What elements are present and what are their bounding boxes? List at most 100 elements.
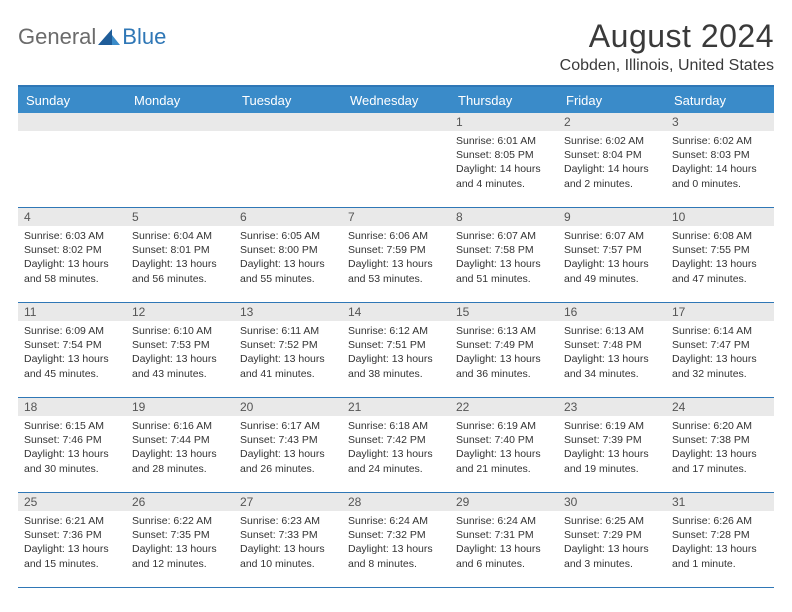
calendar-day-cell: 5 Sunrise: 6:04 AMSunset: 8:01 PMDaylight… <box>126 208 234 302</box>
sunset-text: Sunset: 7:55 PM <box>672 243 768 257</box>
day-number: 18 <box>18 398 126 416</box>
sunset-text: Sunset: 7:57 PM <box>564 243 660 257</box>
brand-text-blue: Blue <box>122 24 166 50</box>
sunrise-text: Sunrise: 6:01 AM <box>456 134 552 148</box>
sunrise-text: Sunrise: 6:05 AM <box>240 229 336 243</box>
daylight-text: Daylight: 14 hours and 4 minutes. <box>456 162 552 190</box>
day-number <box>234 113 342 131</box>
sunrise-text: Sunrise: 6:23 AM <box>240 514 336 528</box>
day-sun-info: Sunrise: 6:04 AMSunset: 8:01 PMDaylight:… <box>132 229 228 286</box>
sunset-text: Sunset: 7:42 PM <box>348 433 444 447</box>
day-number: 15 <box>450 303 558 321</box>
sunset-text: Sunset: 7:33 PM <box>240 528 336 542</box>
day-sun-info: Sunrise: 6:22 AMSunset: 7:35 PMDaylight:… <box>132 514 228 571</box>
sunrise-text: Sunrise: 6:22 AM <box>132 514 228 528</box>
calendar-day-cell: 1Sunrise: 6:01 AMSunset: 8:05 PMDaylight… <box>450 113 558 207</box>
day-number: 31 <box>666 493 774 511</box>
day-number: 7 <box>342 208 450 226</box>
brand-text-general: General <box>18 24 96 50</box>
day-number: 6 <box>234 208 342 226</box>
weekday-header: Saturday <box>666 87 774 113</box>
calendar-week-row: 4Sunrise: 6:03 AMSunset: 8:02 PMDaylight… <box>18 208 774 303</box>
day-number: 26 <box>126 493 234 511</box>
daylight-text: Daylight: 13 hours and 28 minutes. <box>132 447 228 475</box>
sunrise-text: Sunrise: 6:07 AM <box>456 229 552 243</box>
sunrise-text: Sunrise: 6:19 AM <box>564 419 660 433</box>
sunrise-text: Sunrise: 6:19 AM <box>456 419 552 433</box>
weekday-header-row: SundayMondayTuesdayWednesdayThursdayFrid… <box>18 87 774 113</box>
day-sun-info: Sunrise: 6:15 AMSunset: 7:46 PMDaylight:… <box>24 419 120 476</box>
title-block: August 2024 Cobden, Illinois, United Sta… <box>560 18 774 75</box>
daylight-text: Daylight: 13 hours and 45 minutes. <box>24 352 120 380</box>
sunset-text: Sunset: 7:44 PM <box>132 433 228 447</box>
day-number: 28 <box>342 493 450 511</box>
day-sun-info: Sunrise: 6:06 AMSunset: 7:59 PMDaylight:… <box>348 229 444 286</box>
day-sun-info: Sunrise: 6:09 AMSunset: 7:54 PMDaylight:… <box>24 324 120 381</box>
location-subtitle: Cobden, Illinois, United States <box>560 57 774 75</box>
sunset-text: Sunset: 7:32 PM <box>348 528 444 542</box>
calendar-day-cell: 13Sunrise: 6:11 AMSunset: 7:52 PMDayligh… <box>234 303 342 397</box>
calendar-day-cell <box>18 113 126 207</box>
day-number: 8 <box>450 208 558 226</box>
calendar-day-cell: 4Sunrise: 6:03 AMSunset: 8:02 PMDaylight… <box>18 208 126 302</box>
day-sun-info: Sunrise: 6:16 AMSunset: 7:44 PMDaylight:… <box>132 419 228 476</box>
daylight-text: Daylight: 13 hours and 34 minutes. <box>564 352 660 380</box>
sunrise-text: Sunrise: 6:03 AM <box>24 229 120 243</box>
calendar-day-cell: 7 Sunrise: 6:06 AMSunset: 7:59 PMDaylight… <box>342 208 450 302</box>
calendar-day-cell: 31Sunrise: 6:26 AMSunset: 7:28 PMDayligh… <box>666 493 774 587</box>
day-sun-info: Sunrise: 6:21 AMSunset: 7:36 PMDaylight:… <box>24 514 120 571</box>
daylight-text: Daylight: 13 hours and 51 minutes. <box>456 257 552 285</box>
calendar-week-row: 18 Sunrise: 6:15 AMSunset: 7:46 PMDayligh… <box>18 398 774 493</box>
calendar-day-cell <box>234 113 342 207</box>
day-sun-info: Sunrise: 6:02 AMSunset: 8:04 PMDaylight:… <box>564 134 660 191</box>
sunrise-text: Sunrise: 6:10 AM <box>132 324 228 338</box>
calendar-week-row: 1Sunrise: 6:01 AMSunset: 8:05 PMDaylight… <box>18 113 774 208</box>
weekday-header: Friday <box>558 87 666 113</box>
sunset-text: Sunset: 7:31 PM <box>456 528 552 542</box>
sunset-text: Sunset: 7:48 PM <box>564 338 660 352</box>
calendar-day-cell: 8Sunrise: 6:07 AMSunset: 7:58 PMDaylight… <box>450 208 558 302</box>
day-number <box>18 113 126 131</box>
day-number: 21 <box>342 398 450 416</box>
daylight-text: Daylight: 13 hours and 49 minutes. <box>564 257 660 285</box>
sunset-text: Sunset: 7:53 PM <box>132 338 228 352</box>
calendar-page: General Blue August 2024 Cobden, Illinoi… <box>0 0 792 588</box>
sunset-text: Sunset: 8:04 PM <box>564 148 660 162</box>
sunrise-text: Sunrise: 6:13 AM <box>564 324 660 338</box>
day-number: 11 <box>18 303 126 321</box>
sunrise-text: Sunrise: 6:07 AM <box>564 229 660 243</box>
daylight-text: Daylight: 13 hours and 41 minutes. <box>240 352 336 380</box>
sunset-text: Sunset: 7:40 PM <box>456 433 552 447</box>
day-sun-info: Sunrise: 6:12 AMSunset: 7:51 PMDaylight:… <box>348 324 444 381</box>
day-number: 16 <box>558 303 666 321</box>
sunrise-text: Sunrise: 6:13 AM <box>456 324 552 338</box>
sunset-text: Sunset: 7:49 PM <box>456 338 552 352</box>
sunrise-text: Sunrise: 6:14 AM <box>672 324 768 338</box>
calendar-day-cell: 12Sunrise: 6:10 AMSunset: 7:53 PMDayligh… <box>126 303 234 397</box>
day-sun-info: Sunrise: 6:01 AMSunset: 8:05 PMDaylight:… <box>456 134 552 191</box>
calendar-day-cell <box>342 113 450 207</box>
brand-logo: General Blue <box>18 18 166 50</box>
sunset-text: Sunset: 8:01 PM <box>132 243 228 257</box>
sunset-text: Sunset: 7:51 PM <box>348 338 444 352</box>
calendar-grid: SundayMondayTuesdayWednesdayThursdayFrid… <box>18 85 774 588</box>
calendar-day-cell: 29Sunrise: 6:24 AMSunset: 7:31 PMDayligh… <box>450 493 558 587</box>
day-sun-info: Sunrise: 6:03 AMSunset: 8:02 PMDaylight:… <box>24 229 120 286</box>
day-number: 5 <box>126 208 234 226</box>
day-sun-info: Sunrise: 6:05 AMSunset: 8:00 PMDaylight:… <box>240 229 336 286</box>
day-sun-info: Sunrise: 6:11 AMSunset: 7:52 PMDaylight:… <box>240 324 336 381</box>
day-number: 24 <box>666 398 774 416</box>
calendar-day-cell: 19 Sunrise: 6:16 AMSunset: 7:44 PMDayligh… <box>126 398 234 492</box>
day-number <box>342 113 450 131</box>
daylight-text: Daylight: 13 hours and 32 minutes. <box>672 352 768 380</box>
daylight-text: Daylight: 13 hours and 26 minutes. <box>240 447 336 475</box>
sunrise-text: Sunrise: 6:20 AM <box>672 419 768 433</box>
day-number: 19 <box>126 398 234 416</box>
sunrise-text: Sunrise: 6:17 AM <box>240 419 336 433</box>
daylight-text: Daylight: 13 hours and 17 minutes. <box>672 447 768 475</box>
daylight-text: Daylight: 14 hours and 0 minutes. <box>672 162 768 190</box>
day-number: 20 <box>234 398 342 416</box>
sunrise-text: Sunrise: 6:09 AM <box>24 324 120 338</box>
sunrise-text: Sunrise: 6:25 AM <box>564 514 660 528</box>
day-number: 27 <box>234 493 342 511</box>
